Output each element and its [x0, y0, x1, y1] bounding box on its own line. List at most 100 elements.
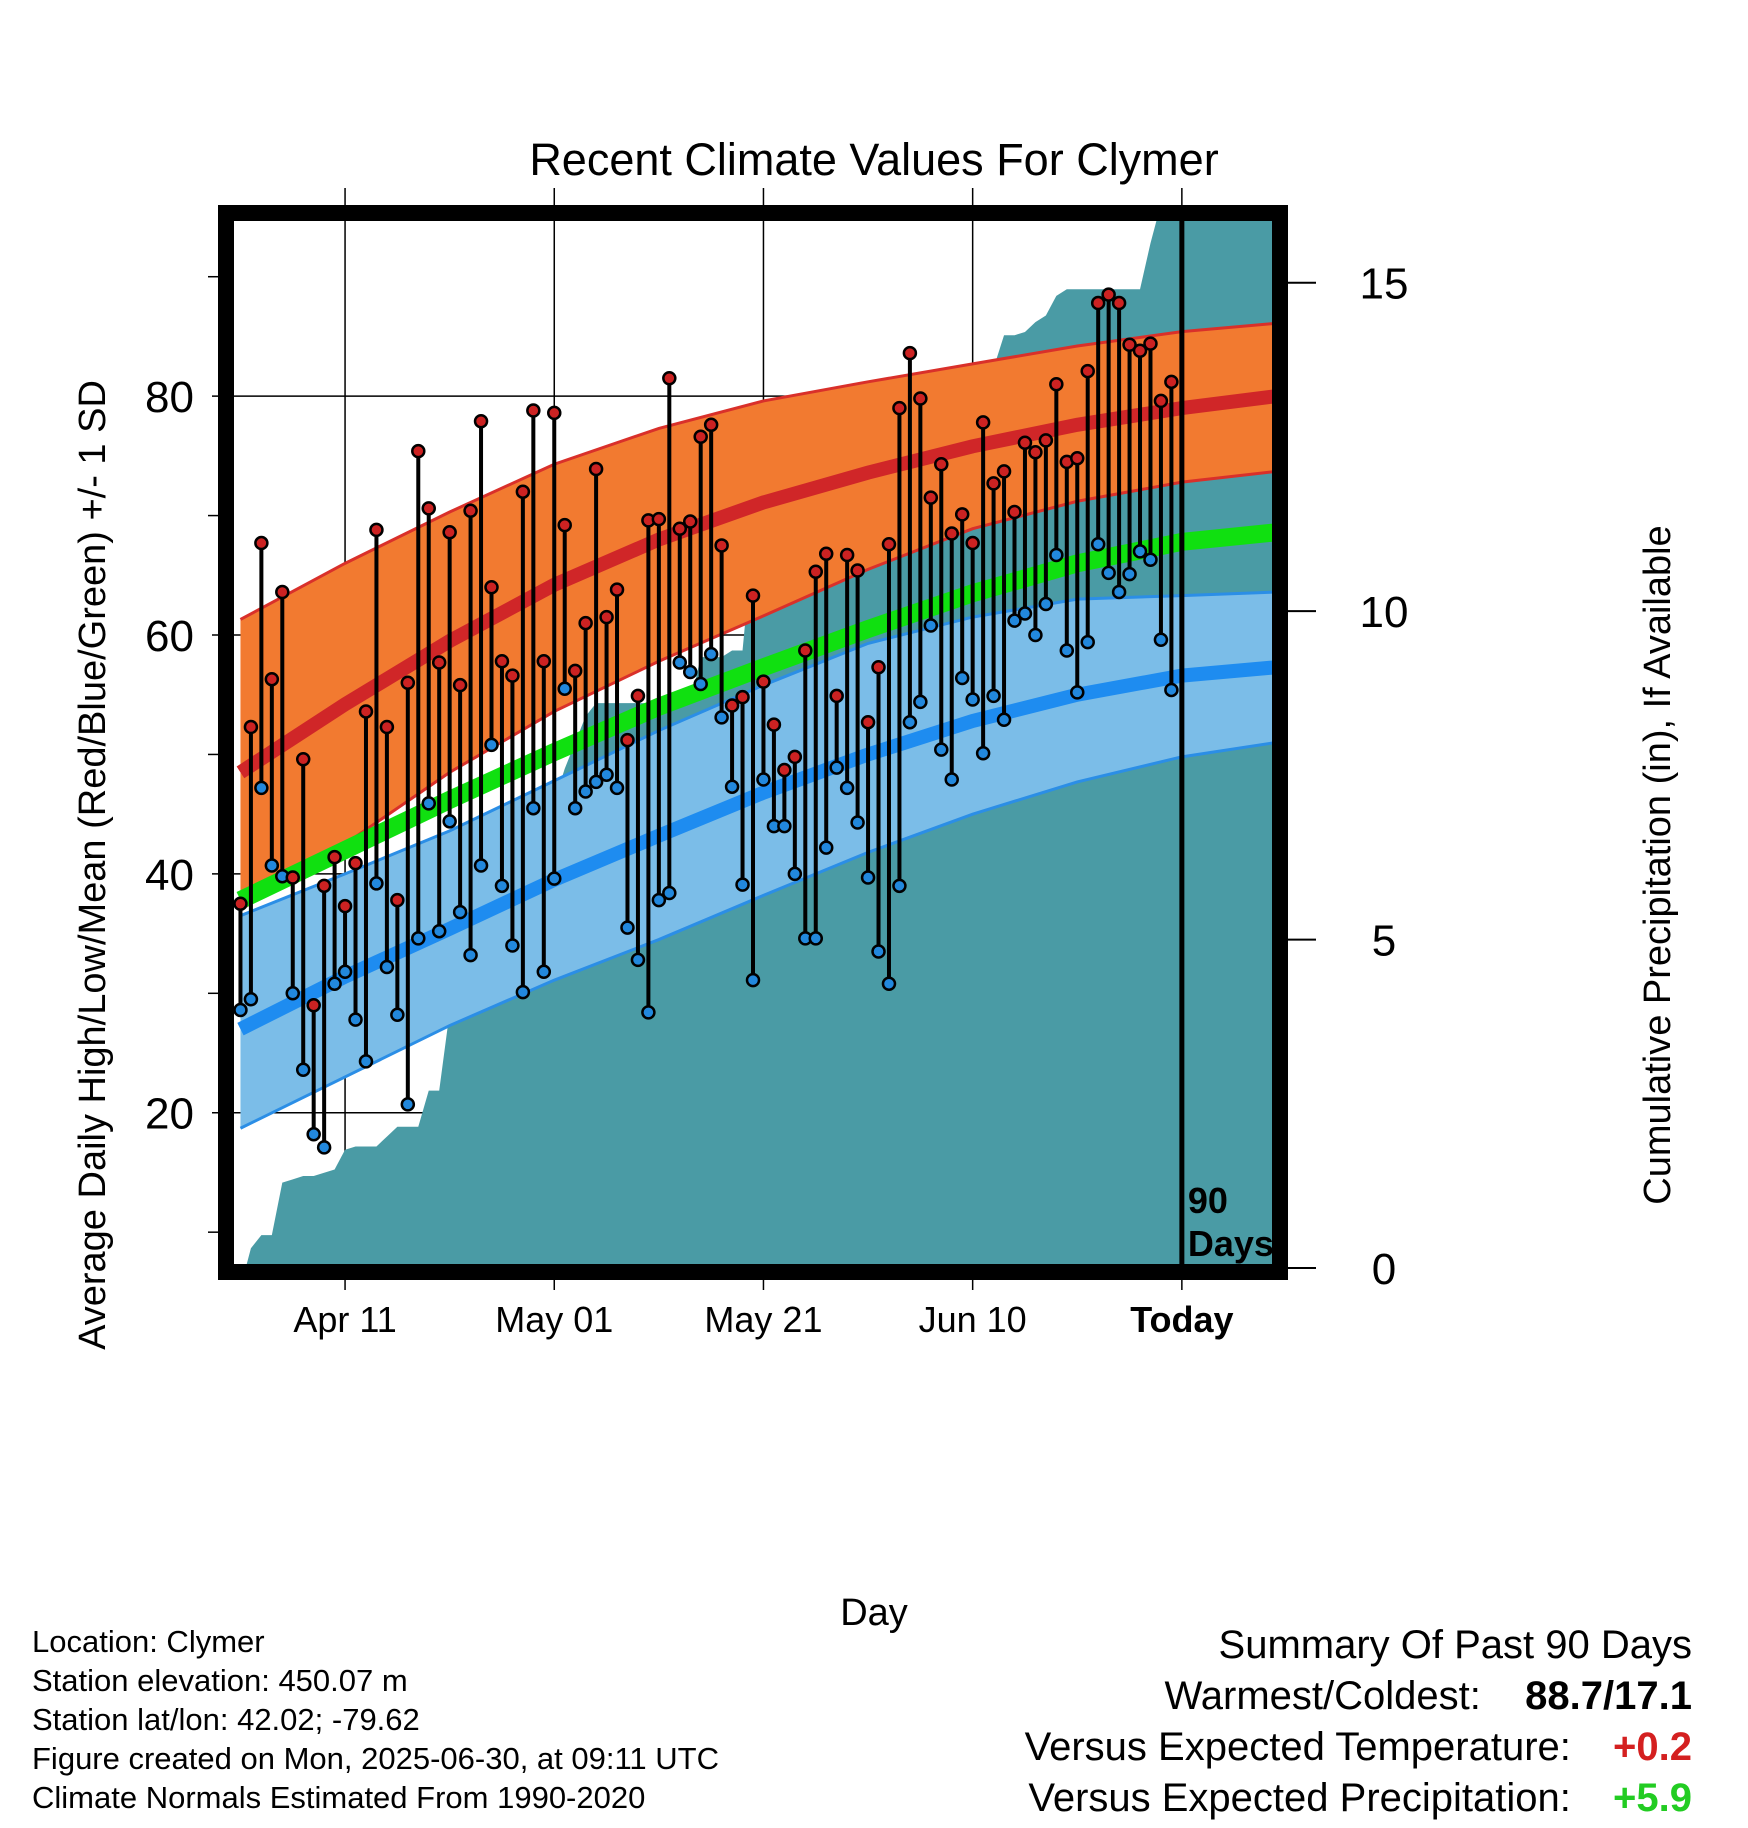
daily-high-point [431, 655, 447, 670]
daily-low-point [1143, 552, 1158, 568]
daily-low-point [1090, 536, 1106, 552]
daily-high-point [913, 391, 928, 406]
low-sd-band [240, 592, 1276, 1129]
daily-high-point [494, 654, 510, 669]
daily-low-point [1080, 634, 1095, 650]
daily-low-point [850, 815, 865, 830]
created-text: Figure created on Mon, 2025-06-30, at 09… [32, 1741, 719, 1776]
y-tick-label-left: 60 [145, 612, 194, 661]
daily-low-point [1070, 685, 1085, 700]
daily-low-point [682, 664, 698, 680]
daily-low-point [1038, 596, 1054, 612]
daily-low-point [390, 1007, 405, 1023]
daily-high-point [1049, 376, 1064, 392]
daily-high-point [1132, 343, 1148, 359]
daily-low-point [777, 818, 792, 834]
daily-high-point [233, 896, 248, 911]
daily-low-point [264, 858, 280, 873]
daily-high-point [818, 546, 834, 562]
daily-low-point [693, 676, 708, 692]
daily-high-point [787, 749, 803, 765]
daily-low-point [954, 670, 970, 686]
daily-low-point [243, 992, 259, 1007]
daily-low-point [337, 964, 353, 980]
daily-low-point [975, 745, 991, 761]
today-days-label: 90 [1188, 1180, 1228, 1221]
daily-low-point [358, 1054, 374, 1069]
daily-high-point [1028, 445, 1043, 460]
daily-low-point [567, 800, 583, 816]
warm-cold-value: 88.7/17.1 [1525, 1674, 1692, 1718]
daily-high-point [452, 677, 468, 693]
daily-low-point [1059, 643, 1075, 658]
mean-normal-line [236, 523, 1276, 909]
daily-high-point [630, 688, 646, 704]
daily-high-point [756, 674, 771, 689]
daily-high-point [682, 514, 698, 529]
daily-high-point [1101, 287, 1116, 302]
daily-low-point [1132, 544, 1148, 559]
y-axis-label-right: Cumulative Precipitation (in), If Availa… [1637, 525, 1679, 1204]
daily-high-point [745, 588, 761, 603]
daily-low-point [379, 959, 395, 975]
daily-high-point [839, 547, 855, 563]
daily-low-point [295, 1062, 311, 1077]
daily-high-point [400, 675, 416, 691]
daily-high-point [944, 526, 959, 541]
daily-high-point [536, 654, 552, 669]
daily-high-point [557, 517, 572, 533]
daily-low-point [1111, 584, 1127, 600]
daily-low-point [630, 952, 646, 968]
daily-low-point [254, 780, 269, 796]
daily-high-point [254, 535, 269, 551]
today-days-label: Days [1188, 1223, 1274, 1264]
daily-high-point [1111, 295, 1127, 311]
daily-high-point [965, 535, 980, 551]
daily-high-point [871, 660, 886, 675]
x-tick-label: May 01 [495, 1299, 613, 1340]
y-tick-label-right: 5 [1372, 917, 1396, 966]
daily-high-point [1122, 337, 1137, 353]
daily-low-point [829, 760, 844, 775]
y-tick-label-right: 0 [1372, 1245, 1396, 1294]
daily-low-point [348, 1012, 363, 1027]
daily-high-point [724, 698, 740, 713]
daily-low-point [662, 885, 677, 901]
daily-high-point [463, 503, 478, 519]
latlon-text: Station lat/lon: 42.02; -79.62 [32, 1702, 420, 1737]
daily-high-point [609, 582, 625, 597]
high-lower-line [239, 469, 1276, 911]
daily-low-point [724, 779, 740, 794]
daily-high-point [714, 538, 729, 553]
daily-high-point [703, 417, 719, 433]
daily-low-point [818, 840, 834, 855]
daily-low-point [473, 858, 489, 873]
x-tick-label: Apr 11 [293, 1299, 396, 1340]
daily-high-point [567, 663, 583, 679]
daily-low-point [588, 774, 604, 790]
daily-low-point [452, 904, 468, 920]
daily-high-point [996, 464, 1012, 479]
high-normal-line [236, 389, 1276, 779]
daily-high-point [923, 490, 939, 505]
daily-high-point [588, 461, 604, 477]
station-info: Location: Clymer Station elevation: 450.… [32, 1622, 719, 1817]
daily-low-point [463, 947, 478, 963]
daily-high-point [954, 507, 970, 522]
daily-high-point [798, 643, 813, 658]
daily-low-point [651, 892, 667, 908]
daily-low-point [672, 655, 688, 670]
daily-high-point [1038, 433, 1054, 448]
daily-low-point [484, 737, 499, 753]
daily-low-point [996, 712, 1012, 728]
daily-high-point [829, 688, 844, 704]
daily-low-point [421, 796, 436, 811]
daily-low-point [787, 866, 803, 882]
daily-high-point [358, 704, 374, 719]
daily-high-point [1090, 295, 1106, 311]
daily-low-point [1028, 627, 1043, 643]
daily-low-point [703, 646, 719, 662]
daily-high-point [285, 870, 301, 885]
daily-low-point [327, 976, 342, 992]
